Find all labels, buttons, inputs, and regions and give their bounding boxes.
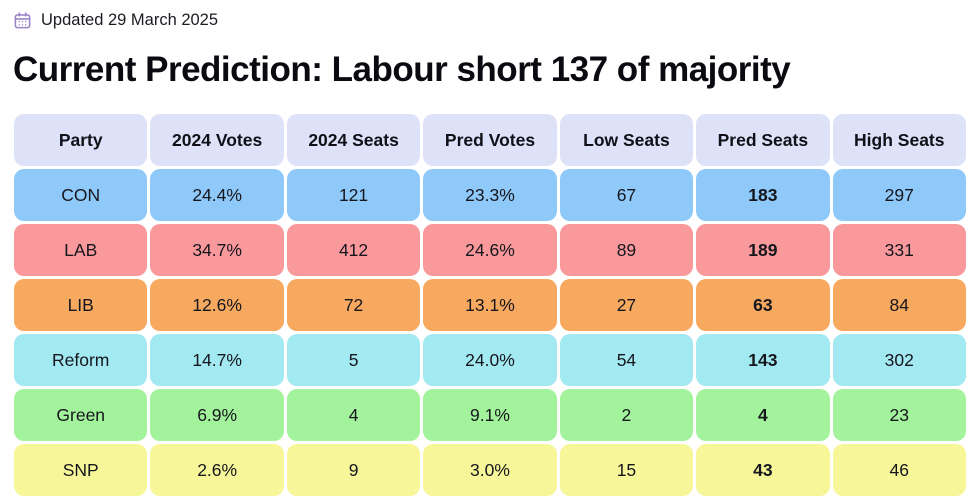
table-cell: 23.3%: [423, 169, 557, 222]
table-cell: 15: [559, 444, 694, 497]
pred-seats-cell: 4: [696, 389, 830, 442]
column-header-party: Party: [14, 114, 148, 167]
party-cell: Green: [14, 389, 148, 442]
page-title: Current Prediction: Labour short 137 of …: [13, 50, 791, 89]
pred-seats-cell: 189: [696, 224, 830, 277]
prediction-table: Party 2024 Votes 2024 Seats Pred Votes L…: [14, 114, 966, 497]
table-cell: 3.0%: [423, 444, 557, 497]
table-cell: 14.7%: [150, 334, 284, 387]
pred-seats-cell: 143: [696, 334, 830, 387]
table-cell: 5: [286, 334, 421, 387]
pred-seats-cell: 63: [696, 279, 830, 332]
table-cell: 46: [832, 444, 966, 497]
table-cell: 27: [559, 279, 694, 332]
table-cell: 24.0%: [423, 334, 557, 387]
table-cell: 89: [559, 224, 694, 277]
pred-seats-cell: 183: [696, 169, 830, 222]
table-cell: 34.7%: [150, 224, 284, 277]
table-cell: 24.4%: [150, 169, 284, 222]
table-cell: 72: [286, 279, 421, 332]
table-cell: 23: [832, 389, 966, 442]
table-cell: 12.6%: [150, 279, 284, 332]
table-cell: 2.6%: [150, 444, 284, 497]
updated-label: Updated 29 March 2025: [41, 11, 219, 29]
column-header-2024-votes: 2024 Votes: [150, 114, 284, 167]
table-cell: 13.1%: [423, 279, 557, 332]
table-cell: 84: [832, 279, 966, 332]
table-cell: 24.6%: [423, 224, 557, 277]
table-cell: 9: [286, 444, 421, 497]
table-cell: 9.1%: [423, 389, 557, 442]
updated-bar: Updated 29 March 2025: [0, 0, 980, 34]
table-cell: 4: [286, 389, 421, 442]
table-cell: 297: [832, 169, 966, 222]
calendar-icon: [13, 11, 32, 30]
pred-seats-cell: 43: [696, 444, 830, 497]
table-cell: 2: [559, 389, 694, 442]
party-cell: Reform: [14, 334, 148, 387]
table-cell: 331: [832, 224, 966, 277]
column-header-high-seats: High Seats: [832, 114, 966, 167]
column-header-pred-seats: Pred Seats: [696, 114, 830, 167]
table-cell: 302: [832, 334, 966, 387]
party-cell: LAB: [14, 224, 148, 277]
party-cell: SNP: [14, 444, 148, 497]
column-header-pred-votes: Pred Votes: [423, 114, 557, 167]
table-cell: 121: [286, 169, 421, 222]
table-cell: 6.9%: [150, 389, 284, 442]
table-cell: 412: [286, 224, 421, 277]
column-header-2024-seats: 2024 Seats: [286, 114, 421, 167]
table-cell: 67: [559, 169, 694, 222]
column-header-low-seats: Low Seats: [559, 114, 694, 167]
party-cell: CON: [14, 169, 148, 222]
table-cell: 54: [559, 334, 694, 387]
party-cell: LIB: [14, 279, 148, 332]
